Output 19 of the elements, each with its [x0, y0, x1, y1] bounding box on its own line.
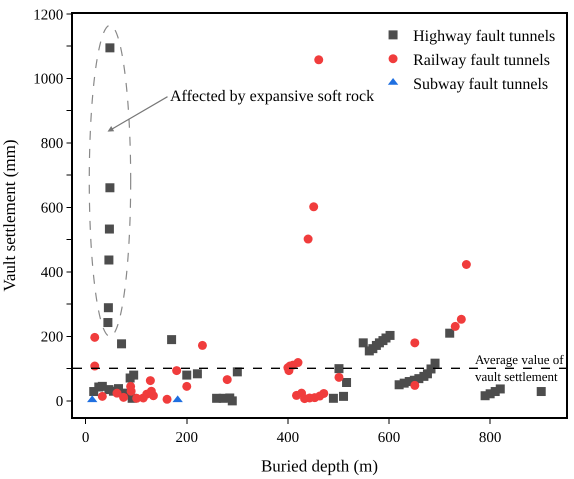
y-tick-label: 400: [40, 265, 64, 282]
annotation: Affected by expansive soft rock: [170, 88, 374, 105]
x-tick-label: 600: [378, 430, 400, 446]
y-tick-label: 200: [40, 330, 64, 346]
x-axis-title: Buried depth (m): [260, 456, 378, 476]
legend-label: Railway fault tunnels: [413, 52, 550, 69]
x-tick-label: 400: [276, 430, 300, 446]
x-tick-label: 800: [478, 430, 502, 446]
legend-label: Subway fault tunnels: [413, 76, 548, 93]
ref-line-label: Average value of vault settlement: [475, 352, 564, 384]
y-tick-label: 1200: [33, 7, 64, 24]
x-tick-label: 0: [82, 430, 90, 446]
x-tick-label: 200: [176, 430, 198, 446]
y-tick-label: 0: [56, 394, 64, 410]
legend-label: Highway fault tunnels: [413, 28, 556, 46]
y-tick-label: 600: [40, 200, 64, 217]
y-tick-label: 800: [40, 136, 64, 152]
y-tick-label: 1000: [33, 72, 64, 88]
y-axis-title: Vault settlement (mm): [0, 139, 19, 292]
